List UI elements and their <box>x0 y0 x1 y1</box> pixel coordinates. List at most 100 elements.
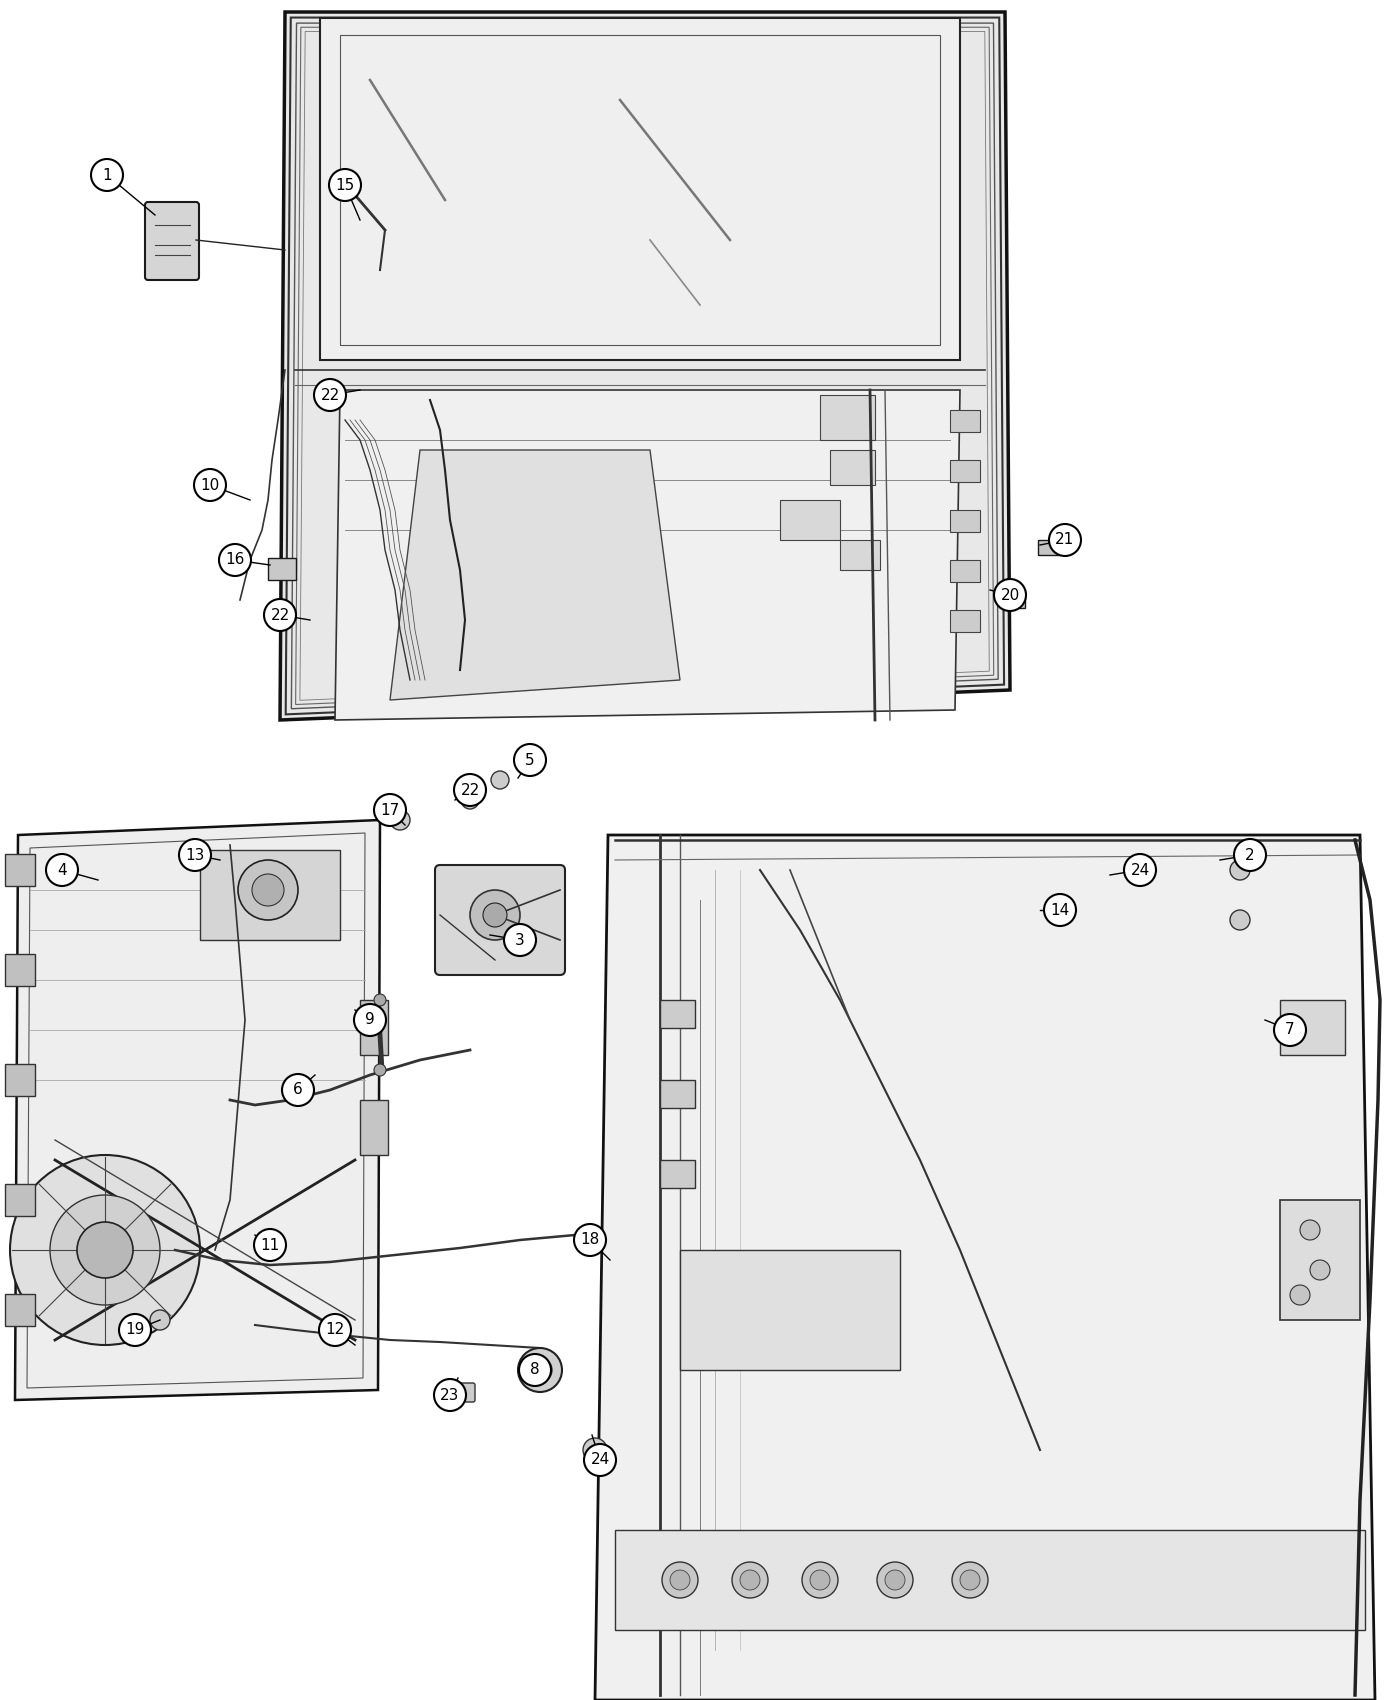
Circle shape <box>1231 910 1250 930</box>
Bar <box>840 541 881 570</box>
Text: 14: 14 <box>1050 903 1070 918</box>
Text: 12: 12 <box>325 1323 344 1338</box>
Text: 2: 2 <box>1245 848 1254 862</box>
FancyBboxPatch shape <box>447 1384 475 1402</box>
Circle shape <box>470 891 519 940</box>
Text: 22: 22 <box>461 782 480 797</box>
Circle shape <box>582 1438 608 1462</box>
Circle shape <box>741 1571 760 1590</box>
Bar <box>951 559 980 581</box>
Circle shape <box>671 1571 690 1590</box>
Text: 18: 18 <box>581 1232 599 1248</box>
Polygon shape <box>391 450 680 700</box>
Bar <box>1037 541 1060 554</box>
Circle shape <box>584 1443 616 1476</box>
Text: 7: 7 <box>1285 1022 1295 1037</box>
Circle shape <box>10 1154 200 1345</box>
Circle shape <box>952 1562 988 1598</box>
Circle shape <box>802 1562 839 1598</box>
Circle shape <box>265 598 295 631</box>
Circle shape <box>519 1353 552 1386</box>
Circle shape <box>1124 853 1156 886</box>
Circle shape <box>504 925 536 955</box>
Bar <box>659 1000 694 1028</box>
Bar <box>951 610 980 632</box>
Bar <box>267 558 295 580</box>
Bar <box>6 1064 35 1096</box>
Bar <box>6 954 35 986</box>
Bar <box>360 1100 388 1154</box>
Polygon shape <box>335 389 960 721</box>
Circle shape <box>574 1224 606 1256</box>
Circle shape <box>1310 1260 1330 1280</box>
Circle shape <box>195 469 225 502</box>
Text: 19: 19 <box>126 1323 144 1338</box>
Circle shape <box>811 1571 830 1590</box>
FancyBboxPatch shape <box>146 202 199 280</box>
Circle shape <box>46 853 78 886</box>
Circle shape <box>77 1222 133 1278</box>
Circle shape <box>732 1562 769 1598</box>
Bar <box>6 1183 35 1215</box>
Circle shape <box>454 774 486 806</box>
Circle shape <box>374 794 406 826</box>
Circle shape <box>518 1348 561 1392</box>
Text: 22: 22 <box>321 388 340 403</box>
Polygon shape <box>321 19 960 360</box>
Circle shape <box>374 994 386 1006</box>
Bar <box>6 1294 35 1326</box>
Circle shape <box>528 1358 552 1382</box>
Text: 6: 6 <box>293 1083 302 1098</box>
Polygon shape <box>15 819 379 1401</box>
Circle shape <box>483 903 507 927</box>
Circle shape <box>662 1562 699 1598</box>
Circle shape <box>1233 840 1266 870</box>
Bar <box>615 1530 1365 1630</box>
Bar <box>360 1000 388 1056</box>
Circle shape <box>314 379 346 411</box>
Circle shape <box>1044 894 1077 927</box>
Bar <box>1280 1200 1359 1319</box>
Circle shape <box>876 1562 913 1598</box>
Text: 13: 13 <box>185 848 204 862</box>
Text: 11: 11 <box>260 1238 280 1253</box>
Circle shape <box>253 1229 286 1261</box>
Circle shape <box>434 1379 466 1411</box>
Text: 22: 22 <box>270 607 290 622</box>
Circle shape <box>491 772 510 789</box>
Circle shape <box>461 790 479 809</box>
Circle shape <box>150 1311 169 1329</box>
Text: 15: 15 <box>336 177 354 192</box>
Circle shape <box>374 1064 386 1076</box>
Text: 10: 10 <box>200 478 220 493</box>
Text: 24: 24 <box>1130 862 1149 877</box>
Bar <box>1280 1000 1345 1056</box>
Circle shape <box>1289 1285 1310 1306</box>
Circle shape <box>514 745 546 775</box>
Text: 9: 9 <box>365 1013 375 1027</box>
FancyBboxPatch shape <box>435 865 566 976</box>
Text: 23: 23 <box>441 1387 459 1402</box>
Circle shape <box>354 1005 386 1035</box>
Text: 16: 16 <box>225 552 245 568</box>
Bar <box>1000 590 1025 609</box>
Circle shape <box>119 1314 151 1346</box>
Text: 1: 1 <box>102 168 112 182</box>
Circle shape <box>391 809 410 830</box>
Circle shape <box>1274 1013 1306 1046</box>
Circle shape <box>252 874 284 906</box>
Text: 8: 8 <box>531 1362 540 1377</box>
Circle shape <box>91 160 123 190</box>
Circle shape <box>1231 860 1250 881</box>
Circle shape <box>960 1571 980 1590</box>
Bar <box>659 1159 694 1188</box>
Text: 17: 17 <box>381 802 399 818</box>
Bar <box>951 410 980 432</box>
Bar <box>680 1250 900 1370</box>
Circle shape <box>50 1195 160 1306</box>
Bar <box>6 853 35 886</box>
Circle shape <box>179 840 211 870</box>
Circle shape <box>319 1314 351 1346</box>
Text: 3: 3 <box>515 933 525 947</box>
Bar <box>820 394 875 440</box>
